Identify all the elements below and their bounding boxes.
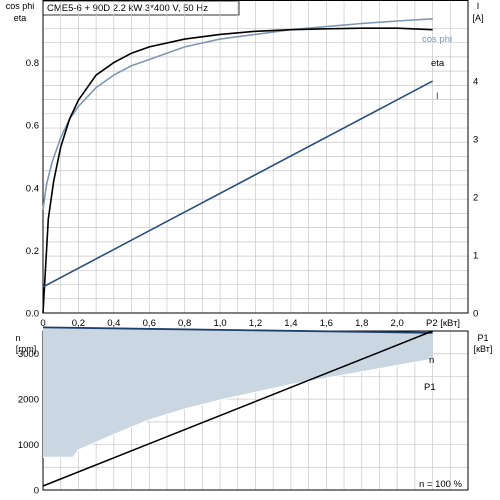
current-line	[42, 80, 433, 288]
y-left-label-n: n	[15, 333, 20, 343]
top-series	[42, 18, 433, 314]
x-tick-label: 1,4	[284, 318, 297, 329]
x-tick-label: 1,6	[320, 318, 333, 329]
y-right-tick-label: 0	[473, 309, 478, 320]
y-right-tick-label: 3	[473, 135, 478, 146]
speed-annotation: n = 100 %	[419, 479, 463, 490]
y-left-tick-label: 0.6	[26, 121, 39, 132]
y-left-label-eta: eta	[14, 13, 27, 23]
bottom-ticks: 0 1000 2000 3000	[18, 349, 39, 496]
y-left-tick-label: 2000	[18, 395, 39, 406]
y-right-tick-label: 2	[473, 193, 478, 204]
operating-range-area	[43, 327, 433, 458]
top-plot-frame	[42, 0, 469, 314]
x-axis-label: P2 [кВт]	[426, 318, 460, 329]
y-left-tick-label: 1000	[18, 440, 39, 451]
x-tick-label: 2,0	[391, 318, 404, 329]
speed-n-line	[42, 326, 433, 334]
series-label-n: n	[429, 355, 434, 366]
series-label-cosphi: cos phi	[422, 34, 452, 45]
x-tick-label: 1,2	[249, 318, 262, 329]
title-box: CME5-6 + 90D 2.2 kW 3*400 V, 50 Hz	[42, 0, 240, 16]
x-tick-label: 0,6	[143, 318, 156, 329]
x-tick-label: 0,4	[107, 318, 120, 329]
series-label-p1: P1	[424, 382, 436, 393]
eta-curve	[42, 27, 433, 314]
y-right-label-i-unit: [A]	[472, 13, 483, 23]
top-grid	[42, 0, 469, 314]
top-ticks: 0 0,2 0,4 0,6 0,8 1,0 1,2 1,4 1,6 1,8 2,0 0.0 0.2 0.4…	[26, 58, 479, 329]
y-right-label-p1-unit: [кВт]	[474, 344, 493, 354]
y-left-tick-label: 3000	[18, 349, 39, 360]
y-right-label-p1: P1	[477, 333, 488, 343]
chart-title: CME5-6 + 90D 2.2 kW 3*400 V, 50 Hz	[47, 3, 208, 14]
y-right-label-i: I	[477, 1, 480, 11]
y-right-tick-label: 4	[473, 77, 478, 88]
cosphi-curve	[42, 18, 433, 210]
series-label-i: I	[436, 91, 439, 102]
y-left-tick-label: 0.2	[26, 246, 39, 257]
x-tick-label: 1,0	[213, 318, 226, 329]
series-label-eta: eta	[431, 58, 445, 69]
y-left-label-rpm: [rpm]	[16, 344, 37, 354]
x-tick-label: 0	[40, 318, 45, 329]
p1-power-line	[42, 330, 433, 487]
y-left-tick-label: 0.0	[26, 309, 39, 320]
x-tick-label: 0,2	[72, 318, 85, 329]
bottom-series	[42, 326, 433, 487]
y-left-tick-label: 0.4	[26, 183, 39, 194]
min-speed-curve	[43, 358, 433, 458]
x-tick-label: 1,8	[355, 318, 368, 329]
y-left-tick-label: 0	[34, 486, 39, 497]
x-tick-label: 0,8	[178, 318, 191, 329]
y-left-tick-label: 0.8	[26, 58, 39, 69]
y-left-label-cosphi: cos phi	[6, 1, 35, 11]
y-right-tick-label: 1	[473, 251, 478, 262]
